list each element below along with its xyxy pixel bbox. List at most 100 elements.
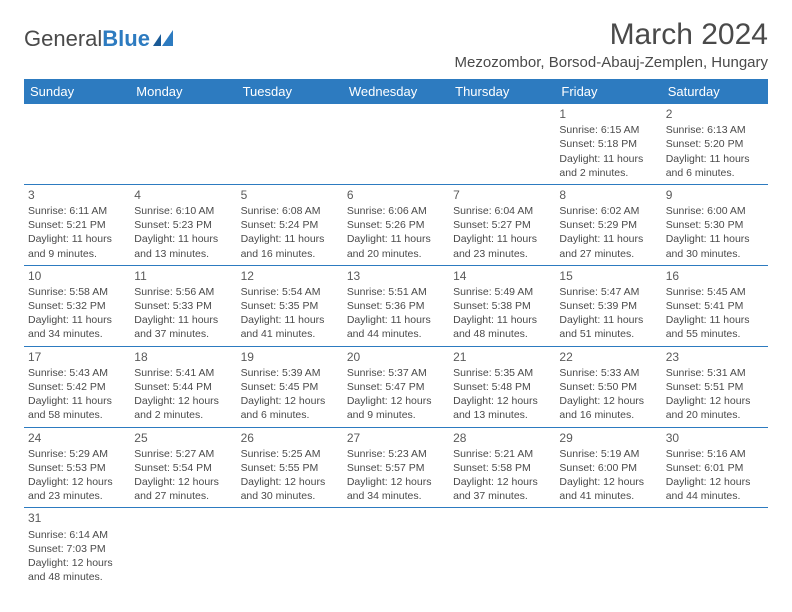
daylight-text: and 23 minutes.: [28, 489, 126, 503]
daylight-text: and 27 minutes.: [559, 247, 657, 261]
calendar-day-cell: 11Sunrise: 5:56 AMSunset: 5:33 PMDayligh…: [130, 265, 236, 346]
sunrise-text: Sunrise: 5:27 AM: [134, 447, 232, 461]
calendar-empty-cell: [237, 104, 343, 184]
day-number: 27: [347, 430, 445, 446]
day-number: 31: [28, 510, 126, 526]
sunset-text: Sunset: 7:03 PM: [28, 542, 126, 556]
daylight-text: and 37 minutes.: [453, 489, 551, 503]
daylight-text: and 16 minutes.: [241, 247, 339, 261]
sunrise-text: Sunrise: 6:06 AM: [347, 204, 445, 218]
calendar-empty-cell: [449, 104, 555, 184]
calendar-day-cell: 22Sunrise: 5:33 AMSunset: 5:50 PMDayligh…: [555, 346, 661, 427]
day-number: 1: [559, 106, 657, 122]
title-block: March 2024 Mezozombor, Borsod-Abauj-Zemp…: [455, 18, 768, 71]
daylight-text: and 44 minutes.: [666, 489, 764, 503]
sunset-text: Sunset: 5:58 PM: [453, 461, 551, 475]
calendar-week-row: 1Sunrise: 6:15 AMSunset: 5:18 PMDaylight…: [24, 104, 768, 184]
day-number: 11: [134, 268, 232, 284]
day-number: 26: [241, 430, 339, 446]
day-number: 15: [559, 268, 657, 284]
day-number: 29: [559, 430, 657, 446]
daylight-text: Daylight: 11 hours: [347, 313, 445, 327]
calendar-day-cell: 17Sunrise: 5:43 AMSunset: 5:42 PMDayligh…: [24, 346, 130, 427]
calendar-empty-cell: [343, 104, 449, 184]
sunrise-text: Sunrise: 5:54 AM: [241, 285, 339, 299]
daylight-text: and 20 minutes.: [347, 247, 445, 261]
daylight-text: Daylight: 11 hours: [666, 313, 764, 327]
daylight-text: Daylight: 12 hours: [559, 475, 657, 489]
daylight-text: Daylight: 12 hours: [241, 475, 339, 489]
calendar-day-cell: 7Sunrise: 6:04 AMSunset: 5:27 PMDaylight…: [449, 184, 555, 265]
daylight-text: and 37 minutes.: [134, 327, 232, 341]
month-title: March 2024: [455, 18, 768, 52]
day-number: 14: [453, 268, 551, 284]
sunrise-text: Sunrise: 5:41 AM: [134, 366, 232, 380]
sunrise-text: Sunrise: 5:43 AM: [28, 366, 126, 380]
sunrise-text: Sunrise: 5:56 AM: [134, 285, 232, 299]
day-number: 18: [134, 349, 232, 365]
logo-text-1: General: [24, 26, 102, 52]
sunset-text: Sunset: 5:54 PM: [134, 461, 232, 475]
sunset-text: Sunset: 5:30 PM: [666, 218, 764, 232]
calendar-day-cell: 2Sunrise: 6:13 AMSunset: 5:20 PMDaylight…: [662, 104, 768, 184]
weekday-header: Thursday: [449, 79, 555, 104]
calendar-day-cell: 23Sunrise: 5:31 AMSunset: 5:51 PMDayligh…: [662, 346, 768, 427]
calendar-week-row: 3Sunrise: 6:11 AMSunset: 5:21 PMDaylight…: [24, 184, 768, 265]
calendar-week-row: 17Sunrise: 5:43 AMSunset: 5:42 PMDayligh…: [24, 346, 768, 427]
day-number: 8: [559, 187, 657, 203]
sunrise-text: Sunrise: 6:00 AM: [666, 204, 764, 218]
calendar-empty-cell: [449, 508, 555, 588]
day-number: 24: [28, 430, 126, 446]
calendar-day-cell: 3Sunrise: 6:11 AMSunset: 5:21 PMDaylight…: [24, 184, 130, 265]
sunrise-text: Sunrise: 6:13 AM: [666, 123, 764, 137]
calendar-day-cell: 13Sunrise: 5:51 AMSunset: 5:36 PMDayligh…: [343, 265, 449, 346]
daylight-text: and 13 minutes.: [453, 408, 551, 422]
calendar-table: Sunday Monday Tuesday Wednesday Thursday…: [24, 79, 768, 588]
sunset-text: Sunset: 5:23 PM: [134, 218, 232, 232]
day-number: 6: [347, 187, 445, 203]
daylight-text: Daylight: 12 hours: [666, 394, 764, 408]
daylight-text: Daylight: 12 hours: [666, 475, 764, 489]
daylight-text: and 9 minutes.: [347, 408, 445, 422]
sunset-text: Sunset: 5:57 PM: [347, 461, 445, 475]
daylight-text: Daylight: 11 hours: [347, 232, 445, 246]
weekday-header: Monday: [130, 79, 236, 104]
weekday-header-row: Sunday Monday Tuesday Wednesday Thursday…: [24, 79, 768, 104]
daylight-text: Daylight: 11 hours: [28, 394, 126, 408]
header: GeneralBlue March 2024 Mezozombor, Borso…: [24, 18, 768, 71]
sunset-text: Sunset: 5:18 PM: [559, 137, 657, 151]
sunset-text: Sunset: 5:20 PM: [666, 137, 764, 151]
day-number: 16: [666, 268, 764, 284]
sunrise-text: Sunrise: 5:21 AM: [453, 447, 551, 461]
calendar-day-cell: 26Sunrise: 5:25 AMSunset: 5:55 PMDayligh…: [237, 427, 343, 508]
calendar-day-cell: 28Sunrise: 5:21 AMSunset: 5:58 PMDayligh…: [449, 427, 555, 508]
calendar-day-cell: 18Sunrise: 5:41 AMSunset: 5:44 PMDayligh…: [130, 346, 236, 427]
calendar-day-cell: 8Sunrise: 6:02 AMSunset: 5:29 PMDaylight…: [555, 184, 661, 265]
sunrise-text: Sunrise: 6:14 AM: [28, 528, 126, 542]
sunset-text: Sunset: 5:42 PM: [28, 380, 126, 394]
daylight-text: Daylight: 11 hours: [28, 313, 126, 327]
calendar-day-cell: 20Sunrise: 5:37 AMSunset: 5:47 PMDayligh…: [343, 346, 449, 427]
daylight-text: Daylight: 11 hours: [559, 232, 657, 246]
sunrise-text: Sunrise: 5:25 AM: [241, 447, 339, 461]
calendar-day-cell: 4Sunrise: 6:10 AMSunset: 5:23 PMDaylight…: [130, 184, 236, 265]
sunrise-text: Sunrise: 5:51 AM: [347, 285, 445, 299]
day-number: 9: [666, 187, 764, 203]
sunrise-text: Sunrise: 5:49 AM: [453, 285, 551, 299]
daylight-text: Daylight: 11 hours: [134, 232, 232, 246]
sunrise-text: Sunrise: 6:02 AM: [559, 204, 657, 218]
day-number: 20: [347, 349, 445, 365]
day-number: 3: [28, 187, 126, 203]
weekday-header: Saturday: [662, 79, 768, 104]
calendar-day-cell: 27Sunrise: 5:23 AMSunset: 5:57 PMDayligh…: [343, 427, 449, 508]
calendar-day-cell: 31Sunrise: 6:14 AMSunset: 7:03 PMDayligh…: [24, 508, 130, 588]
daylight-text: Daylight: 11 hours: [559, 313, 657, 327]
day-number: 22: [559, 349, 657, 365]
daylight-text: Daylight: 12 hours: [28, 475, 126, 489]
daylight-text: and 44 minutes.: [347, 327, 445, 341]
sunset-text: Sunset: 5:45 PM: [241, 380, 339, 394]
daylight-text: and 6 minutes.: [241, 408, 339, 422]
daylight-text: and 6 minutes.: [666, 166, 764, 180]
calendar-empty-cell: [662, 508, 768, 588]
daylight-text: and 30 minutes.: [666, 247, 764, 261]
